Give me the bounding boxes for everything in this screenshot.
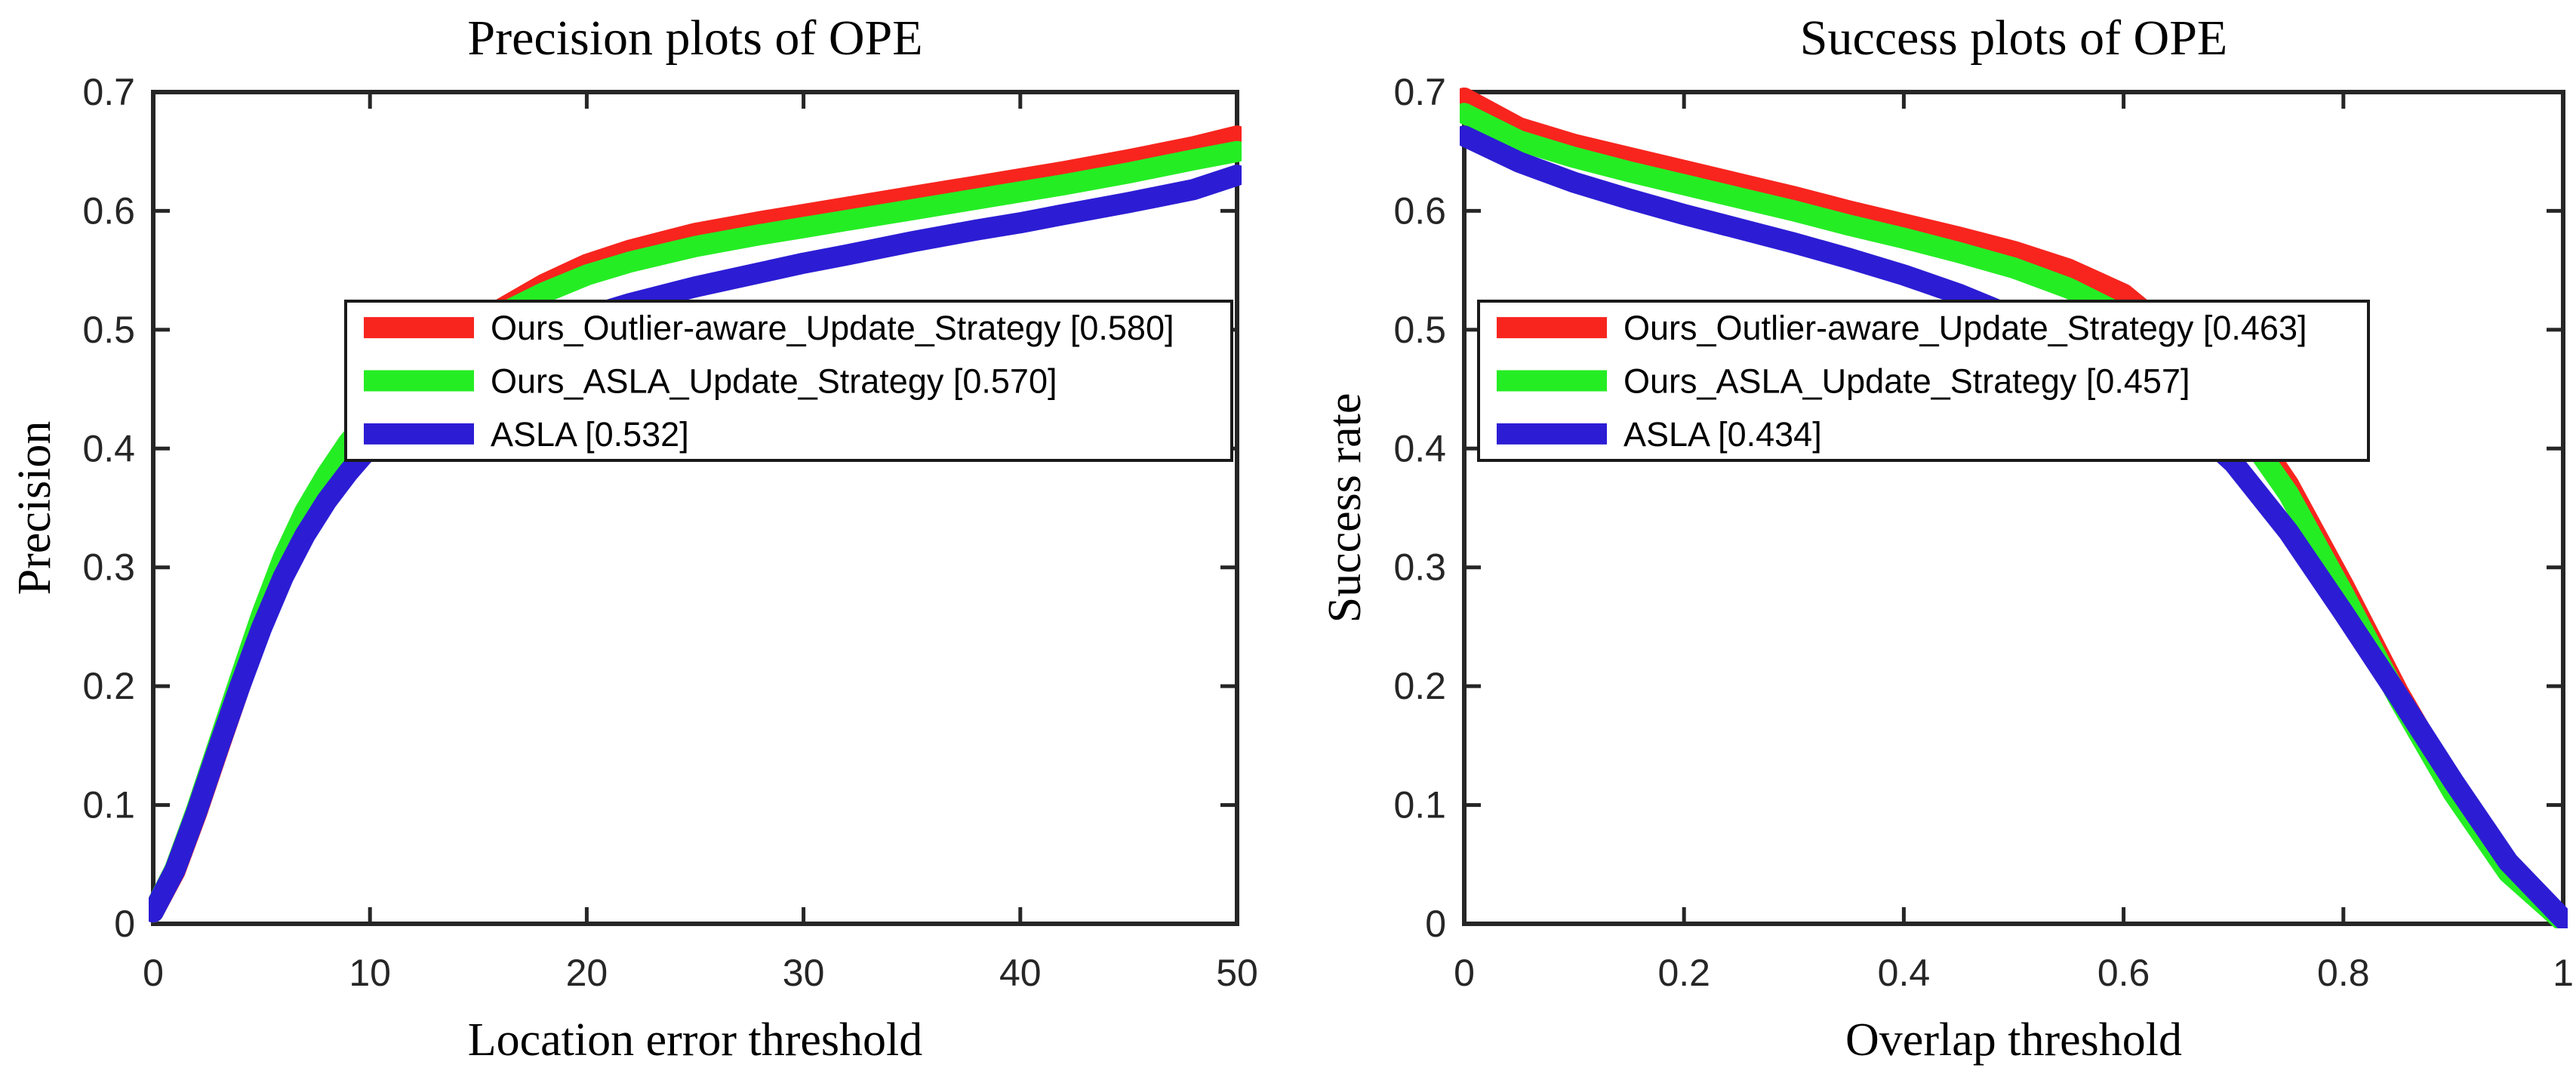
plot-box [151, 90, 1239, 926]
legend-box [344, 300, 1233, 462]
y-tick-label: 0.6 [82, 189, 135, 232]
x-tick-label: 0.6 [2097, 952, 2150, 994]
y-tick-label: 0 [114, 903, 135, 945]
legend: Ours_Outlier-aware_Update_Strategy [0.58… [344, 300, 1233, 462]
x-tick-label: 30 [783, 952, 825, 994]
x-tick-label: 1 [2553, 952, 2574, 994]
x-tick-label: 50 [1216, 952, 1258, 994]
legend-box [1477, 300, 2370, 462]
y-tick-label: 0.2 [1393, 665, 1446, 707]
success-plot: 0 0.2 0.4 0.6 0.8 1 0 0.1 0.2 0.3 0.4 0.5 0.6 0.7 Succ… [1319, 11, 2574, 1066]
legend-label-ours-outlier-aware-update-strategy: Ours_Outlier-aware_Update_Strategy [0.58… [491, 309, 1174, 347]
x-axis-label: Location error threshold [468, 1014, 923, 1066]
x-tick-label: 0.4 [1878, 952, 1931, 994]
y-axis-label: Success rate [1319, 393, 1371, 623]
legend-label-asla: ASLA [0.532] [491, 415, 689, 454]
plot-title: Precision plots of OPE [467, 11, 922, 66]
y-tick-label: 0.1 [1393, 784, 1446, 826]
y-tick-label: 0.5 [82, 309, 135, 351]
x-tick-label: 0.2 [1657, 952, 1710, 994]
curve-ours-outlier-aware-update-strategy [1460, 88, 2568, 928]
x-tick-label: 10 [349, 952, 391, 994]
y-tick-label: 0.4 [1393, 427, 1446, 469]
legend: Ours_Outlier-aware_Update_Strategy [0.46… [1477, 300, 2370, 462]
legend-label-ours-outlier-aware-update-strategy: Ours_Outlier-aware_Update_Strategy [0.46… [1623, 309, 2307, 347]
legend-label-ours-asla-update-strategy: Ours_ASLA_Update_Strategy [0.570] [491, 362, 1057, 401]
x-tick-label: 40 [999, 952, 1042, 994]
y-tick-label: 0.7 [1393, 71, 1446, 113]
x-axis-label: Overlap threshold [1845, 1014, 2182, 1066]
tick-marks [1462, 90, 2565, 926]
y-tick-label: 0.5 [1393, 309, 1446, 351]
y-tick-label: 0.1 [82, 784, 135, 826]
y-axis-label: Precision [9, 421, 60, 595]
y-tick-label: 0.3 [82, 546, 135, 589]
legend-label-asla: ASLA [0.434] [1623, 415, 1822, 454]
curves [1460, 88, 2568, 928]
y-tick-label: 0.3 [1393, 546, 1446, 589]
curves [149, 125, 1242, 923]
x-tick-label: 0 [143, 952, 164, 994]
y-tick-label: 0.6 [1393, 189, 1446, 232]
y-tick-label: 0 [1425, 903, 1446, 945]
x-tick-label: 0.8 [2317, 952, 2370, 994]
legend-label-ours-asla-update-strategy: Ours_ASLA_Update_Strategy [0.457] [1623, 362, 2190, 401]
plot-box [1462, 90, 2565, 926]
precision-plot: 0 10 20 30 40 50 0 0.1 0.2 0.3 0.4 0.5 0.6 0.7 Precisi… [9, 11, 1258, 1066]
curve-asla [149, 165, 1242, 923]
y-tick-label: 0.2 [82, 665, 135, 707]
y-tick-label: 0.7 [82, 71, 135, 113]
y-tick-label: 0.4 [82, 427, 135, 469]
curve-ours-asla-update-strategy [1460, 103, 2568, 928]
plot-title: Success plots of OPE [1800, 11, 2227, 66]
x-tick-label: 0 [1454, 952, 1475, 994]
x-tick-label: 20 [566, 952, 608, 994]
